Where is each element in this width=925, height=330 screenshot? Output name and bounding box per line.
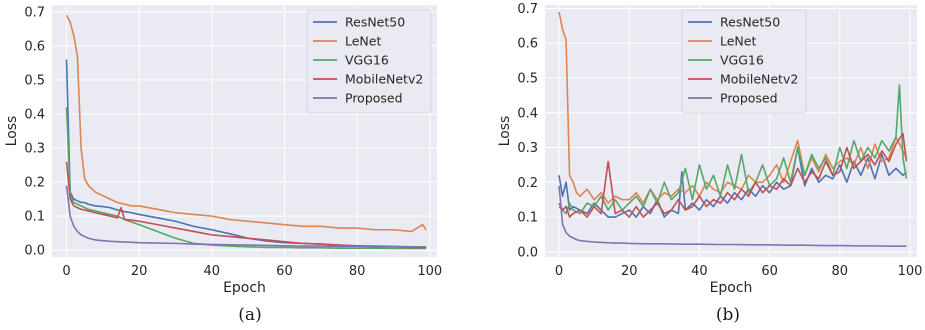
y-axis-label: Loss — [497, 116, 513, 147]
x-tick-label: 100 — [417, 264, 442, 279]
y-tick-label: 0.3 — [24, 142, 45, 157]
y-tick-label: 0.2 — [517, 176, 538, 191]
x-axis-label: Epoch — [223, 280, 266, 296]
legend-label: Proposed — [345, 91, 403, 106]
y-tick-label: 0.4 — [517, 106, 538, 121]
y-tick-label: 0.5 — [24, 73, 45, 88]
x-tick-label: 60 — [276, 264, 293, 279]
series-line-mobilenetv2 — [558, 132, 908, 218]
y-tick-label: 0.6 — [517, 37, 538, 52]
x-tick-label: 100 — [898, 264, 923, 279]
series-line-vgg16 — [558, 84, 908, 215]
y-tick-label: 0.4 — [24, 107, 45, 122]
x-tick-label: 80 — [349, 264, 366, 279]
y-tick-label: 0.2 — [24, 176, 45, 191]
legend-box — [306, 9, 432, 114]
x-tick-label: 40 — [204, 264, 221, 279]
panel-caption: (b) — [716, 305, 740, 325]
panel-caption: (a) — [238, 305, 261, 325]
series-line-proposed — [65, 185, 427, 248]
panel-b: 0.0 0.1 0.2 0.3 0.4 0.5 0.6 0.7 0 20 40 60 80 100 Epoc… — [497, 2, 922, 325]
y-axis-label: Loss — [4, 116, 20, 147]
x-tick-label: 40 — [691, 264, 708, 279]
legend-label: ResNet50 — [345, 15, 405, 30]
y-tick-label: 0.0 — [517, 245, 538, 260]
series-line-mobilenetv2 — [65, 161, 427, 249]
y-tick-label: 0.6 — [24, 39, 45, 54]
x-tick-label: 0 — [62, 264, 70, 279]
series-line-resnet50 — [558, 146, 908, 218]
legend: ResNet50 LeNet VGG16 MobileNetv2 Proposed — [681, 9, 807, 114]
y-tick-label: 0.7 — [24, 5, 45, 20]
panel-a: 0.0 0.1 0.2 0.3 0.4 0.5 0.6 0.7 0 20 40 60 80 100 Epoc… — [4, 5, 442, 325]
y-tick-label: 0.1 — [24, 210, 45, 225]
x-tick-label: 0 — [555, 264, 563, 279]
y-tick-label: 0.0 — [24, 244, 45, 259]
legend-label: VGG16 — [720, 53, 764, 68]
legend-label: ResNet50 — [720, 15, 780, 30]
legend-box — [681, 9, 807, 114]
legend-label: MobileNetv2 — [345, 72, 423, 87]
x-tick-label: 80 — [832, 264, 849, 279]
legend-label: VGG16 — [345, 53, 389, 68]
x-tick-label: 60 — [761, 264, 778, 279]
legend-label: LeNet — [720, 34, 756, 49]
legend-label: MobileNetv2 — [720, 72, 798, 87]
series-line-vgg16 — [65, 107, 427, 250]
x-tick-label: 20 — [621, 264, 638, 279]
legend-label: Proposed — [720, 91, 778, 106]
legend: ResNet50 LeNet VGG16 MobileNetv2 Proposed — [306, 9, 432, 114]
x-axis-label: Epoch — [710, 280, 753, 296]
y-tick-label: 0.5 — [517, 71, 538, 86]
series-line-proposed — [558, 185, 907, 248]
x-tick-label: 20 — [131, 264, 148, 279]
y-tick-label: 0.7 — [517, 2, 538, 17]
legend-label: LeNet — [345, 34, 381, 49]
y-tick-label: 0.3 — [517, 141, 538, 156]
series-line-lenet — [65, 14, 427, 233]
y-tick-label: 0.1 — [517, 211, 538, 226]
series-line-lenet — [558, 11, 908, 204]
